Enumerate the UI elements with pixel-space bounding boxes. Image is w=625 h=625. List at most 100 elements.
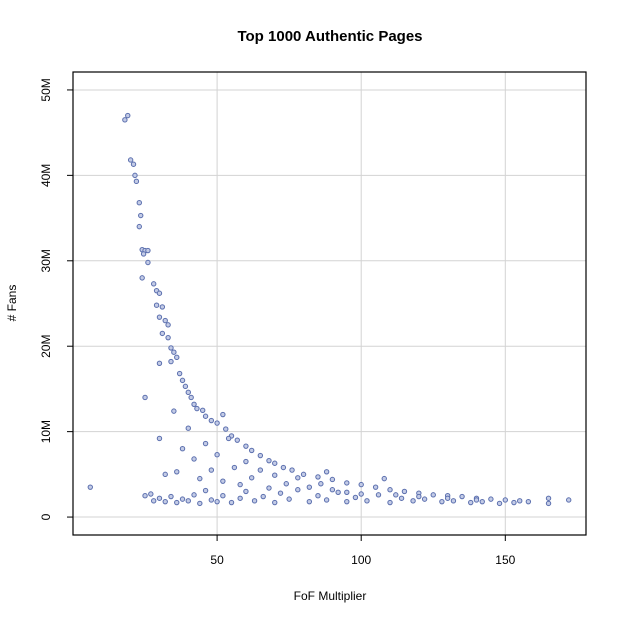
point	[257, 467, 264, 473]
point	[223, 426, 229, 432]
point	[289, 467, 295, 473]
point	[162, 471, 168, 478]
point	[237, 481, 243, 488]
point	[231, 464, 238, 471]
point	[375, 492, 382, 498]
point	[286, 496, 292, 502]
point	[142, 493, 148, 499]
point	[208, 417, 215, 424]
x-tick-label: 100	[351, 553, 371, 567]
point	[421, 496, 428, 502]
point	[214, 452, 220, 458]
point	[165, 334, 171, 341]
point	[142, 394, 148, 401]
point	[171, 408, 177, 414]
point	[140, 251, 147, 257]
point	[138, 212, 144, 219]
point	[150, 498, 157, 504]
y-tick-label: 50M	[39, 78, 53, 101]
point	[168, 358, 174, 365]
point	[566, 497, 572, 503]
point	[283, 481, 289, 487]
point	[517, 498, 523, 504]
point	[225, 435, 232, 442]
chart-title: Top 1000 Authentic Pages	[237, 28, 422, 45]
point	[459, 493, 465, 500]
point	[272, 472, 278, 478]
point	[162, 498, 168, 505]
point	[266, 485, 272, 491]
point	[479, 498, 485, 505]
point	[272, 460, 278, 466]
point	[266, 457, 272, 464]
point	[199, 407, 206, 413]
x-tick-label: 50	[210, 553, 224, 567]
point	[185, 498, 191, 504]
point	[156, 435, 163, 442]
point	[248, 475, 255, 481]
point	[323, 497, 330, 503]
point	[300, 471, 307, 478]
point	[444, 495, 451, 501]
point	[243, 458, 249, 465]
point	[525, 498, 532, 505]
point	[496, 500, 503, 507]
point	[127, 157, 134, 163]
point	[87, 484, 93, 490]
point	[358, 481, 364, 488]
point	[243, 488, 249, 495]
x-axis-label: FoF Multiplier	[294, 589, 367, 603]
point	[153, 302, 160, 308]
point	[176, 370, 183, 377]
point	[185, 425, 191, 431]
point	[545, 495, 552, 501]
point	[202, 413, 209, 419]
point	[381, 475, 387, 482]
point	[159, 330, 166, 337]
point	[511, 499, 517, 506]
point	[257, 452, 264, 459]
point	[191, 401, 197, 408]
point	[159, 304, 166, 310]
point	[197, 500, 203, 507]
point	[168, 345, 174, 351]
point	[162, 317, 168, 324]
point	[132, 172, 138, 179]
point	[220, 411, 226, 418]
y-tick-label: 0	[39, 513, 53, 520]
point	[194, 405, 200, 412]
y-tick-label: 30M	[39, 249, 53, 272]
point	[344, 498, 350, 505]
point	[188, 394, 194, 401]
y-tick-label: 40M	[39, 164, 53, 187]
point	[295, 475, 301, 481]
point	[234, 437, 240, 443]
point	[387, 499, 393, 506]
point	[214, 420, 220, 426]
point	[197, 475, 203, 482]
point	[156, 495, 163, 501]
point	[165, 322, 171, 328]
point	[191, 456, 197, 462]
point	[174, 354, 180, 361]
point	[488, 496, 494, 502]
point	[185, 389, 191, 396]
point	[387, 487, 393, 493]
point	[220, 478, 226, 484]
point	[450, 498, 457, 504]
point	[179, 496, 186, 502]
point	[237, 495, 243, 501]
point	[473, 497, 480, 503]
point	[545, 500, 552, 507]
point	[439, 498, 445, 505]
point	[174, 469, 180, 475]
point	[191, 492, 197, 498]
point	[145, 247, 151, 254]
point	[306, 498, 313, 505]
point	[179, 446, 186, 452]
point	[145, 259, 151, 266]
point	[156, 290, 163, 296]
point	[182, 383, 189, 390]
point	[401, 488, 408, 495]
